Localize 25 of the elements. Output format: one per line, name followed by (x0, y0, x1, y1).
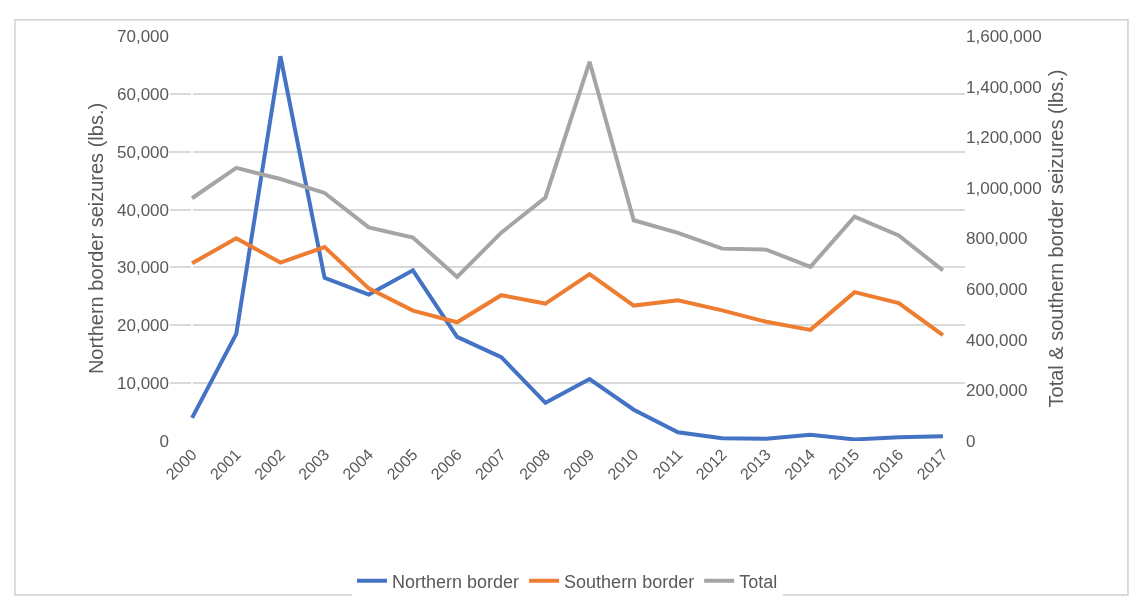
legend-label: Northern border (392, 571, 520, 592)
y2-tick-label: 400,000 (966, 330, 1028, 350)
y2-tick-label: 1,000,000 (966, 178, 1042, 198)
y-tick-label: 0 (159, 431, 169, 451)
legend-label: Southern border (564, 571, 695, 592)
y-tick-label: 30,000 (117, 258, 169, 278)
y-tick-label: 50,000 (117, 142, 169, 162)
line-series (190, 59, 945, 279)
y2-tick-label: 0 (966, 431, 976, 451)
y-tick-label: 70,000 (117, 26, 169, 46)
y2-tick-label: 1,200,000 (966, 128, 1042, 148)
line-series (190, 54, 945, 441)
y2-tick-label: 600,000 (966, 280, 1028, 300)
legend-label: Total (739, 571, 778, 592)
y-axis-title: Northern border seizures (lbs.) (84, 102, 107, 375)
y-tick-label: 20,000 (117, 316, 169, 336)
y2-tick-label: 800,000 (966, 229, 1028, 249)
y2-tick-label: 1,600,000 (966, 26, 1042, 46)
y-tick-label: 10,000 (117, 374, 169, 394)
line-series (190, 236, 945, 338)
y2-tick-label: 200,000 (966, 381, 1028, 401)
y-tick-label: 40,000 (117, 200, 169, 220)
y2-axis-title: Total & southern border seizures (lbs.) (1045, 69, 1068, 408)
y2-tick-label: 1,400,000 (966, 77, 1042, 97)
y-tick-label: 60,000 (117, 84, 169, 104)
